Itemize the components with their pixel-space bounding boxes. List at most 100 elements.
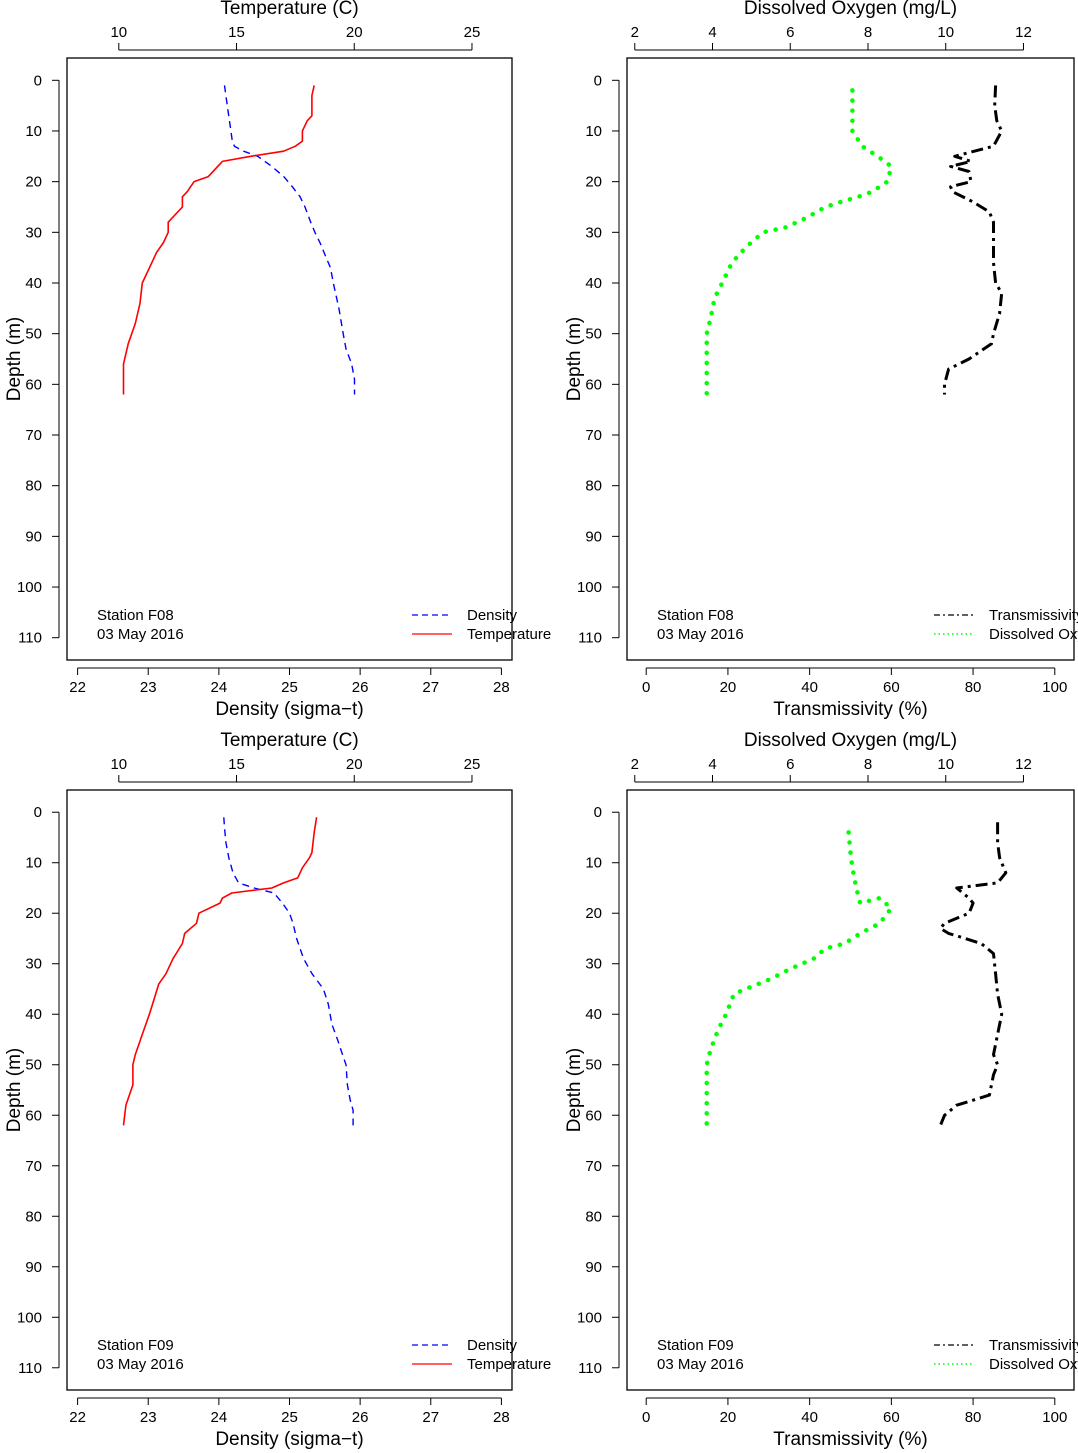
y-tick-label: 40 <box>25 1006 42 1023</box>
bottom-tick-label: 40 <box>801 1409 818 1426</box>
y-tick-label: 20 <box>25 905 42 922</box>
top-tick-label: 6 <box>786 756 794 773</box>
y-tick-label: 40 <box>585 275 602 292</box>
legend-label: Density <box>467 1337 518 1354</box>
series-temperature-line <box>122 817 318 1126</box>
plot-frame <box>66 789 513 1391</box>
bottom-axis-title: Density (sigma−t) <box>215 699 363 720</box>
bottom-tick-label: 24 <box>211 1409 228 1426</box>
bottom-tick-label: 23 <box>140 1409 157 1426</box>
y-tick-label: 40 <box>25 275 42 292</box>
y-tick-label: 90 <box>25 528 42 545</box>
plot-frame <box>626 789 1075 1391</box>
bottom-tick-label: 100 <box>1042 1409 1067 1426</box>
bottom-tick-label: 24 <box>211 679 228 696</box>
bottom-tick-label: 27 <box>422 679 439 696</box>
y-tick-label: 20 <box>585 174 602 191</box>
bottom-axis-title: Density (sigma−t) <box>215 1429 363 1450</box>
station-label: Station F09 <box>97 1337 174 1354</box>
top-axis-title: Temperature (C) <box>220 730 358 751</box>
y-tick-label: 40 <box>585 1006 602 1023</box>
series-temperature-line <box>122 85 315 395</box>
legend-label: Dissolved Oxygen <box>989 626 1078 643</box>
top-tick-label: 20 <box>346 756 363 773</box>
series-dissolved-oxygen-line <box>704 830 894 1128</box>
bottom-tick-label: 28 <box>493 1409 510 1426</box>
y-tick-label: 90 <box>585 528 602 545</box>
top-tick-label: 20 <box>346 24 363 41</box>
bottom-tick-label: 23 <box>140 679 157 696</box>
top-tick-label: 2 <box>631 24 639 41</box>
y-tick-label: 110 <box>578 630 602 647</box>
legend-label: Density <box>467 607 518 624</box>
bottom-tick-label: 60 <box>883 679 900 696</box>
top-tick-label: 6 <box>786 24 794 41</box>
legend-label: Temperature <box>467 626 551 643</box>
y-tick-label: 0 <box>34 72 42 89</box>
bottom-tick-label: 0 <box>642 679 650 696</box>
top-axis-title: Temperature (C) <box>220 0 358 19</box>
bottom-tick-label: 0 <box>642 1409 650 1426</box>
y-tick-label: 30 <box>25 224 42 241</box>
date-label: 03 May 2016 <box>97 1356 184 1373</box>
station-label: Station F09 <box>657 1337 734 1354</box>
bottom-axis-title: Transmissivity (%) <box>773 699 927 720</box>
bottom-tick-label: 28 <box>493 679 510 696</box>
date-label: 03 May 2016 <box>657 626 744 643</box>
y-axis-title: Depth (m) <box>564 317 585 401</box>
y-tick-label: 0 <box>34 804 42 821</box>
y-tick-label: 50 <box>25 1057 42 1074</box>
y-tick-label: 10 <box>25 855 42 872</box>
top-tick-label: 12 <box>1015 24 1032 41</box>
top-tick-label: 25 <box>464 24 481 41</box>
y-tick-label: 110 <box>578 1360 602 1377</box>
legend-label: Dissolved Oxygen <box>989 1356 1078 1373</box>
bottom-tick-label: 26 <box>352 1409 369 1426</box>
y-tick-label: 110 <box>18 630 42 647</box>
bottom-tick-label: 22 <box>69 1409 86 1426</box>
y-tick-label: 80 <box>585 1208 602 1225</box>
y-tick-label: 80 <box>25 1208 42 1225</box>
station-label: Station F08 <box>657 607 734 624</box>
top-tick-label: 8 <box>864 756 872 773</box>
chart-panel-3: 0 10 20 30 40 50 60 70 80 90 100 110 Depth (m) 10 15 20… <box>4 730 551 1450</box>
y-tick-label: 20 <box>585 905 602 922</box>
top-tick-label: 10 <box>110 756 127 773</box>
y-tick-label: 100 <box>577 579 602 596</box>
plot-frame <box>626 57 1075 661</box>
top-tick-label: 10 <box>110 24 127 41</box>
plot-frame <box>66 57 513 661</box>
y-tick-label: 80 <box>25 478 42 495</box>
legend-label: Temperature <box>467 1356 551 1373</box>
top-tick-label: 15 <box>228 756 245 773</box>
series-dissolved-oxygen-line <box>704 88 894 397</box>
top-tick-label: 15 <box>228 24 245 41</box>
y-tick-label: 90 <box>585 1259 602 1276</box>
y-tick-label: 60 <box>25 376 42 393</box>
y-tick-label: 50 <box>25 326 42 343</box>
bottom-tick-label: 25 <box>281 1409 298 1426</box>
y-tick-label: 0 <box>594 72 602 89</box>
y-tick-label: 70 <box>25 1158 42 1175</box>
y-tick-label: 10 <box>25 123 42 140</box>
bottom-axis-title: Transmissivity (%) <box>773 1429 927 1450</box>
y-tick-label: 10 <box>585 123 602 140</box>
y-tick-label: 60 <box>585 376 602 393</box>
bottom-tick-label: 80 <box>965 679 982 696</box>
y-axis-title: Depth (m) <box>564 1048 585 1132</box>
y-tick-label: 80 <box>585 478 602 495</box>
top-tick-label: 12 <box>1015 756 1032 773</box>
y-tick-label: 90 <box>25 1259 42 1276</box>
date-label: 03 May 2016 <box>657 1356 744 1373</box>
y-tick-label: 70 <box>25 427 42 444</box>
bottom-tick-label: 27 <box>422 1409 439 1426</box>
top-axis-title: Dissolved Oxygen (mg/L) <box>744 0 957 19</box>
bottom-tick-label: 22 <box>69 679 86 696</box>
y-tick-label: 70 <box>585 1158 602 1175</box>
bottom-tick-label: 20 <box>720 1409 737 1426</box>
y-tick-label: 110 <box>18 1360 42 1377</box>
top-tick-label: 4 <box>708 24 716 41</box>
bottom-tick-label: 25 <box>281 679 298 696</box>
